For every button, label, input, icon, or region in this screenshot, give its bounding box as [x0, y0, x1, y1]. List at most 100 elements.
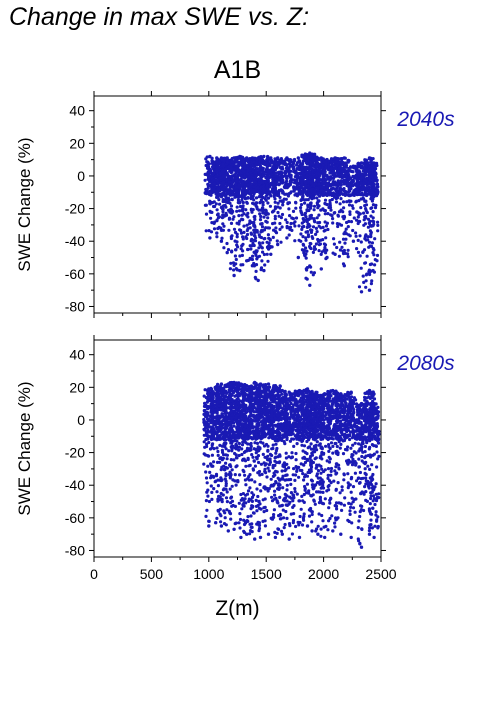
data-point	[312, 208, 316, 212]
data-point	[341, 252, 346, 256]
data-point	[210, 416, 214, 420]
data-point	[310, 195, 314, 199]
data-point	[217, 225, 221, 229]
data-point	[366, 225, 370, 229]
data-point	[259, 180, 263, 184]
data-point	[236, 200, 240, 205]
y-tick-label: -20	[65, 445, 85, 461]
data-point	[228, 511, 232, 515]
data-point	[248, 256, 252, 260]
data-point	[318, 220, 322, 225]
data-point	[219, 520, 223, 524]
data-point	[227, 175, 231, 179]
data-point	[232, 215, 236, 219]
data-point	[205, 434, 209, 438]
data-point	[349, 165, 353, 169]
data-point	[216, 484, 220, 488]
data-point	[266, 196, 271, 200]
data-point	[241, 159, 245, 164]
data-point	[357, 192, 362, 196]
data-point	[208, 236, 212, 240]
data-point	[329, 176, 333, 180]
data-point	[230, 441, 234, 445]
data-point	[207, 499, 211, 504]
data-point	[354, 231, 358, 235]
data-point	[259, 462, 263, 466]
data-point	[369, 230, 373, 235]
data-point	[252, 238, 256, 242]
data-point	[365, 210, 369, 215]
data-point	[253, 464, 257, 468]
data-point	[202, 452, 206, 456]
data-point	[267, 190, 272, 194]
data-point	[362, 211, 366, 215]
data-point	[252, 160, 256, 164]
data-point	[358, 189, 362, 193]
data-point	[241, 204, 245, 208]
data-point	[371, 268, 375, 273]
data-point	[311, 179, 315, 183]
data-point	[236, 198, 240, 202]
data-point	[205, 160, 209, 164]
x-tick-label: 1500	[251, 566, 282, 582]
data-point	[341, 210, 345, 214]
data-point	[254, 263, 259, 267]
data-point	[272, 209, 276, 213]
data-point	[215, 231, 219, 235]
data-point	[242, 450, 246, 454]
data-point	[222, 437, 226, 441]
data-point	[357, 285, 362, 289]
x-tick-label: 500	[140, 566, 164, 582]
data-point	[240, 434, 244, 438]
data-point	[347, 181, 351, 185]
data-point	[236, 422, 240, 426]
data-point	[371, 177, 375, 181]
plot-frame	[93, 95, 382, 314]
data-point	[250, 530, 254, 534]
data-point	[234, 257, 238, 262]
data-point	[223, 432, 227, 436]
data-point	[285, 220, 289, 225]
data-point	[305, 165, 309, 169]
data-point	[359, 240, 363, 244]
data-point	[281, 175, 285, 179]
data-point	[219, 382, 224, 386]
data-point	[245, 189, 250, 193]
data-point	[242, 224, 246, 228]
data-point	[213, 204, 217, 209]
data-point	[340, 245, 344, 249]
data-point	[229, 495, 234, 499]
data-point	[298, 160, 302, 164]
data-point	[210, 156, 214, 160]
data-point	[250, 499, 254, 503]
data-point	[274, 226, 278, 230]
data-point	[277, 161, 281, 165]
data-point	[253, 234, 257, 238]
data-point	[215, 431, 219, 435]
data-point	[213, 220, 217, 224]
data-point	[341, 215, 345, 219]
data-point	[234, 267, 238, 271]
data-point	[235, 464, 239, 468]
data-point	[208, 170, 213, 175]
data-point	[206, 177, 210, 181]
data-point	[237, 185, 241, 190]
data-point	[364, 285, 368, 289]
data-point	[367, 156, 372, 160]
data-point	[216, 418, 221, 422]
data-point	[204, 437, 208, 442]
data-point	[238, 154, 242, 159]
data-point	[324, 236, 328, 240]
data-point	[236, 430, 240, 435]
data-point	[206, 494, 210, 498]
data-point	[273, 221, 277, 225]
data-point	[232, 227, 237, 231]
data-point	[304, 256, 308, 260]
data-point	[259, 222, 263, 226]
data-point	[352, 216, 356, 220]
data-point	[355, 179, 359, 184]
data-point	[311, 158, 315, 162]
data-point	[325, 182, 329, 186]
y-tick-label: 0	[77, 168, 85, 184]
data-point	[254, 162, 259, 166]
